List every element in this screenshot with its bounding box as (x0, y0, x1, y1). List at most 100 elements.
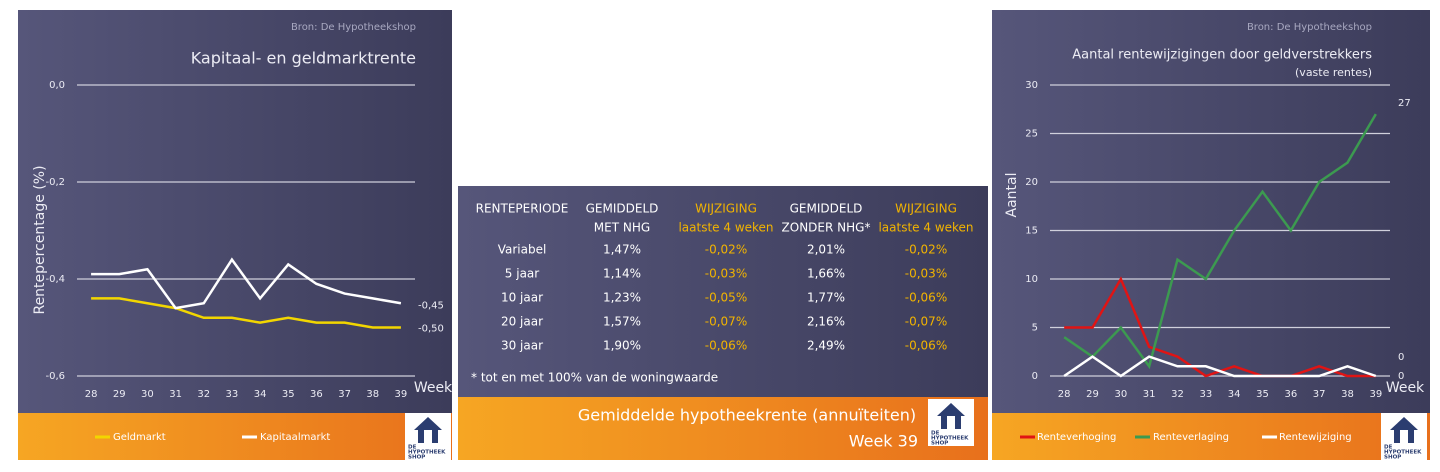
x-tick-label: 31 (169, 389, 182, 400)
x-tick-label: 32 (197, 389, 210, 400)
x-tick-label: 34 (254, 389, 267, 400)
logo-text: HYPOTHEEK (931, 436, 969, 442)
legend-band (18, 413, 452, 460)
x-tick-label: 28 (85, 389, 98, 400)
table-cell: 1,90% (603, 339, 641, 353)
y-tick-label: 5 (1032, 323, 1038, 334)
value-label: -0,45 (418, 300, 444, 311)
table-cell: Variabel (498, 243, 547, 257)
chart-title: Kapitaal- en geldmarktrente (191, 49, 416, 68)
series-line (91, 257, 402, 310)
table-cell: 2,01% (807, 243, 845, 257)
y-axis-label: Rentepercentage (%) (32, 165, 48, 314)
table-cell: -0,02% (905, 243, 947, 257)
y-tick-label: 10 (1025, 274, 1038, 285)
table-cell: -0,06% (905, 291, 947, 305)
x-axis-label: Week (414, 380, 453, 396)
x-tick-label: 39 (395, 389, 408, 400)
chart-title: Aantal rentewijzigingen door geldverstre… (1072, 48, 1372, 63)
table-cell: -0,06% (905, 339, 947, 353)
table-header: WIJZIGING (695, 202, 757, 216)
table-cell: 2,49% (807, 339, 845, 353)
table-cell: -0,06% (705, 339, 747, 353)
x-tick-label: 37 (1313, 389, 1326, 400)
panel (992, 10, 1430, 413)
x-tick-label: 34 (1228, 389, 1241, 400)
y-tick-label: 15 (1025, 226, 1038, 237)
title-band (458, 397, 988, 460)
x-tick-label: 35 (282, 389, 295, 400)
x-tick-label: 31 (1143, 389, 1156, 400)
table-cell: -0,05% (705, 291, 747, 305)
x-tick-label: 38 (1341, 389, 1354, 400)
x-tick-label: 32 (1171, 389, 1184, 400)
value-label: -0,50 (418, 324, 444, 335)
legend-label: Geldmarkt (113, 432, 166, 443)
logo-text: HYPOTHEEK (1384, 450, 1422, 456)
legend-label: Rentewijziging (1279, 432, 1352, 443)
value-label: 27 (1398, 98, 1411, 109)
logo-text: SHOP (931, 441, 948, 447)
y-tick-label: 0,0 (49, 80, 65, 91)
logo-door (947, 416, 955, 429)
table-header: laatste 4 weken (878, 221, 973, 235)
table-cell: -0,07% (905, 315, 947, 329)
panel (458, 186, 988, 397)
y-tick-label: -0,6 (45, 371, 65, 382)
footnote: * tot en met 100% van de woningwaarde (471, 371, 718, 385)
x-tick-label: 30 (141, 389, 154, 400)
logo-text: DE (931, 431, 940, 437)
chart-subtitle: (vaste rentes) (1295, 66, 1372, 79)
series-line (1063, 355, 1377, 378)
value-label: 0 (1398, 371, 1404, 382)
x-tick-label: 33 (226, 389, 239, 400)
table-cell: 30 jaar (501, 339, 543, 353)
table-cell: 10 jaar (501, 291, 543, 305)
x-tick-label: 28 (1058, 389, 1071, 400)
table-cell: -0,02% (705, 243, 747, 257)
table-cell: 2,16% (807, 315, 845, 329)
logo-door (424, 430, 432, 443)
x-tick-label: 36 (1284, 389, 1297, 400)
logo-text: HYPOTHEEK (408, 450, 446, 456)
table-cell: 1,57% (603, 315, 641, 329)
table-header: GEMIDDELD (586, 202, 659, 216)
y-tick-label: 30 (1025, 80, 1038, 91)
x-tick-label: 30 (1114, 389, 1127, 400)
table-header: laatste 4 weken (678, 221, 773, 235)
series-line (91, 297, 401, 329)
x-tick-label: 39 (1369, 389, 1382, 400)
y-tick-label: 20 (1025, 177, 1038, 188)
table-cell: 1,23% (603, 291, 641, 305)
panel (18, 10, 452, 413)
legend-band (992, 413, 1430, 460)
x-tick-label: 37 (338, 389, 351, 400)
x-tick-label: 29 (1086, 389, 1099, 400)
table-cell: 1,66% (807, 267, 845, 281)
table-header: MET NHG (594, 221, 650, 235)
table-cell: 1,14% (603, 267, 641, 281)
table-cell: 1,77% (807, 291, 845, 305)
table-header: GEMIDDELD (790, 202, 863, 216)
y-tick-label: 0 (1032, 371, 1038, 382)
legend-label: Kapitaalmarkt (260, 432, 330, 443)
x-tick-label: 29 (113, 389, 126, 400)
logo-text: SHOP (1384, 455, 1401, 461)
x-tick-label: 35 (1256, 389, 1269, 400)
series-line (1063, 113, 1377, 370)
x-axis-label: Week (1386, 380, 1425, 396)
table-cell: -0,03% (905, 267, 947, 281)
table-cell: 1,47% (603, 243, 641, 257)
table-cell: -0,03% (705, 267, 747, 281)
table-header: RENTEPERIODE (476, 202, 569, 216)
x-tick-label: 33 (1199, 389, 1212, 400)
logo-door (1400, 430, 1408, 443)
y-tick-label: -0,2 (45, 177, 65, 188)
legend-label: Renteverlaging (1153, 432, 1229, 443)
y-tick-label: -0,4 (45, 274, 65, 285)
legend-label: Renteverhoging (1037, 432, 1116, 443)
logo-text: DE (1384, 445, 1393, 451)
x-tick-label: 38 (366, 389, 379, 400)
table-title: Gemiddelde hypotheekrente (annuïteiten) (578, 406, 916, 425)
